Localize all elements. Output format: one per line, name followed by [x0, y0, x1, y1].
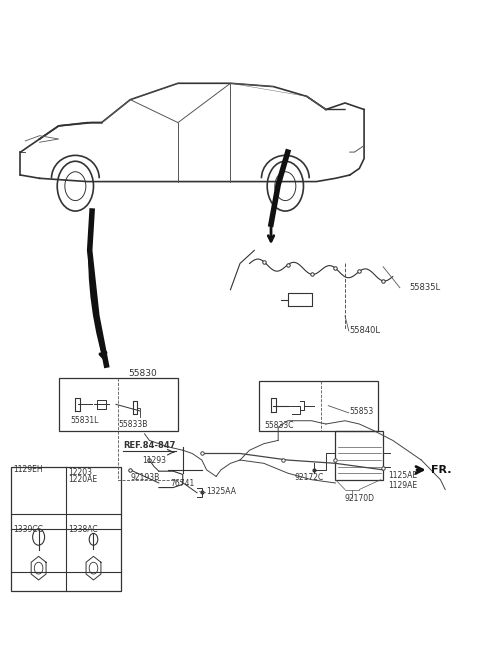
Text: 55833B: 55833B — [118, 420, 148, 429]
Text: 92172C: 92172C — [295, 472, 324, 482]
Text: 12203: 12203 — [68, 468, 92, 477]
Text: 55830: 55830 — [128, 369, 156, 378]
Bar — [259, 382, 378, 430]
Bar — [11, 467, 120, 591]
Bar — [59, 378, 178, 430]
Text: 1339CC: 1339CC — [13, 525, 43, 534]
Text: 11293: 11293 — [142, 456, 166, 465]
Text: 92170D: 92170D — [345, 494, 375, 503]
Text: 1325AA: 1325AA — [206, 487, 237, 496]
Text: 1338AC: 1338AC — [68, 525, 98, 534]
Text: 55840L: 55840L — [350, 326, 381, 336]
Text: 55831L: 55831L — [71, 416, 99, 424]
Text: 1129EH: 1129EH — [13, 465, 43, 474]
Text: 76741: 76741 — [171, 479, 195, 488]
Text: 1220AE: 1220AE — [68, 475, 97, 484]
Text: 55833C: 55833C — [264, 421, 293, 430]
Bar — [336, 430, 383, 480]
Text: 1129AE: 1129AE — [388, 480, 417, 490]
Text: 55853: 55853 — [350, 407, 374, 416]
Text: FR.: FR. — [431, 465, 451, 475]
Text: 92193B: 92193B — [130, 472, 159, 482]
Text: REF.84-847: REF.84-847 — [123, 442, 176, 450]
Text: 55835L: 55835L — [409, 283, 441, 292]
Text: 1125AE: 1125AE — [388, 471, 417, 480]
